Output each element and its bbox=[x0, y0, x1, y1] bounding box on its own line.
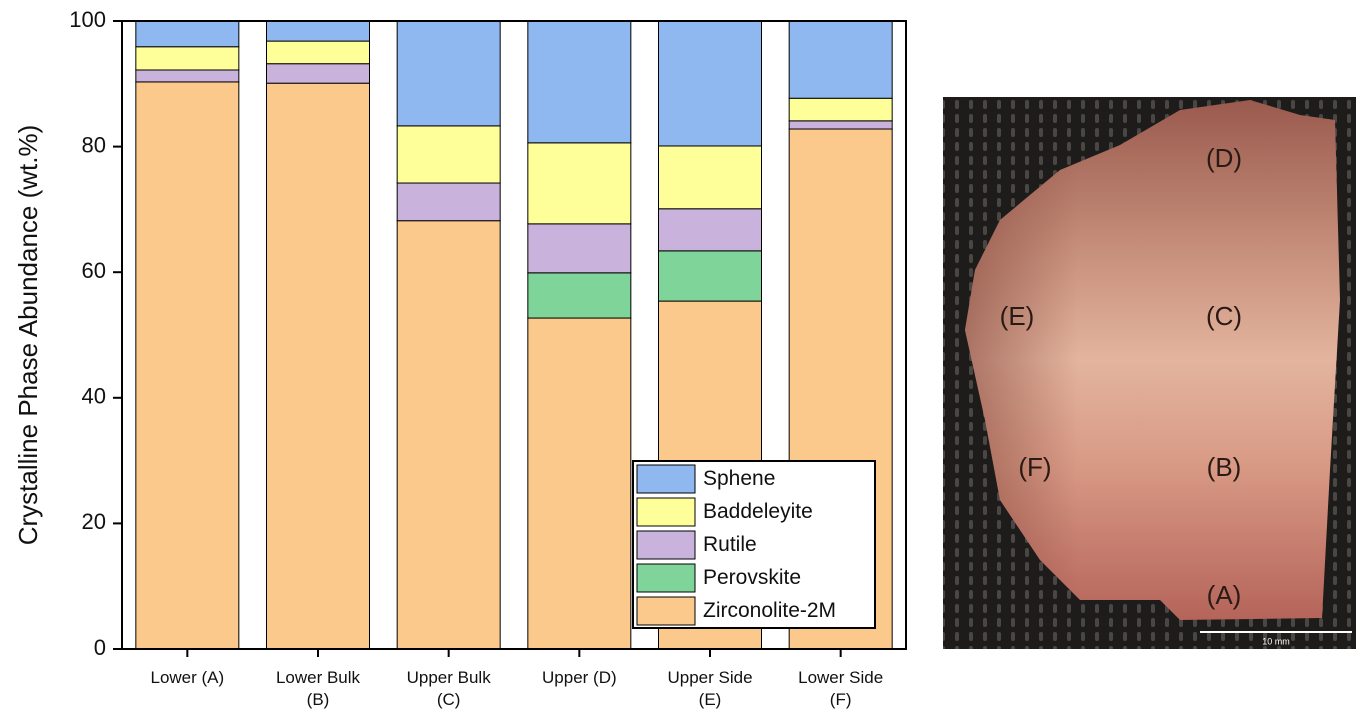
x-tick-label: Lower Side (F) bbox=[776, 667, 906, 711]
bar-segment bbox=[136, 82, 239, 649]
bar-segment bbox=[528, 318, 631, 649]
figure: Crystalline Phase Abundance (wt.%) (D) (… bbox=[0, 0, 1363, 717]
bar-segment bbox=[528, 21, 631, 143]
bar-segment bbox=[397, 221, 500, 649]
x-tick-label: Upper (D) bbox=[514, 667, 644, 689]
region-label: (A) bbox=[1207, 580, 1242, 610]
scale-bar-label: 10 mm bbox=[1262, 636, 1290, 646]
bar-segment bbox=[659, 251, 762, 301]
y-tick-label: 40 bbox=[82, 384, 106, 409]
chart: Crystalline Phase Abundance (wt.%) (D) (… bbox=[0, 0, 1363, 717]
bar-segment bbox=[267, 83, 370, 649]
region-label: (F) bbox=[1018, 452, 1051, 482]
x-tick-label: Upper Side (E) bbox=[645, 667, 775, 711]
bar-segment bbox=[528, 224, 631, 273]
region-label: (D) bbox=[1206, 143, 1242, 173]
bar-segment bbox=[789, 21, 892, 98]
y-axis-label: Crystalline Phase Abundance (wt.%) bbox=[13, 125, 43, 546]
y-tick-label: 100 bbox=[69, 7, 106, 32]
y-tick-label: 20 bbox=[82, 509, 106, 534]
bar-segment bbox=[267, 21, 370, 41]
y-tick-label: 80 bbox=[82, 132, 106, 157]
bar-segment bbox=[136, 70, 239, 82]
legend-swatch bbox=[637, 564, 695, 592]
x-tick-label: Lower Bulk (B) bbox=[253, 667, 383, 711]
bar-segment bbox=[267, 64, 370, 83]
legend-label: Rutile bbox=[703, 533, 757, 556]
legend-swatch bbox=[637, 597, 695, 625]
legend-label: Zirconolite-2M bbox=[703, 599, 836, 622]
bar-segment bbox=[528, 143, 631, 224]
region-label: (C) bbox=[1206, 301, 1242, 331]
bar-segment bbox=[397, 183, 500, 221]
x-tick-label: Lower (A) bbox=[122, 667, 252, 689]
bar-segment bbox=[659, 209, 762, 251]
bar-segment bbox=[397, 21, 500, 126]
bar-segment bbox=[267, 41, 370, 64]
y-tick-label: 0 bbox=[94, 635, 106, 660]
legend-label: Baddeleyite bbox=[703, 500, 813, 523]
region-label: (B) bbox=[1207, 452, 1242, 482]
x-tick-label: Upper Bulk (C) bbox=[384, 667, 514, 711]
bar-segment bbox=[789, 98, 892, 121]
photo: (D) (E) (C) (F) (B) (A) 10 mm bbox=[943, 97, 1356, 649]
bar-segment bbox=[136, 47, 239, 70]
bar-segment bbox=[659, 21, 762, 146]
legend-label: Sphene bbox=[703, 467, 775, 490]
bar-segment bbox=[789, 121, 892, 129]
legend-label: Perovskite bbox=[703, 566, 801, 589]
bar-segment bbox=[136, 21, 239, 47]
legend-swatch bbox=[637, 498, 695, 526]
legend-swatch bbox=[637, 465, 695, 493]
y-tick-label: 60 bbox=[82, 258, 106, 283]
region-label: (E) bbox=[1000, 301, 1035, 331]
legend-swatch bbox=[637, 531, 695, 559]
bar-segment bbox=[528, 273, 631, 318]
bar-segment bbox=[397, 126, 500, 183]
bar-segment bbox=[659, 146, 762, 209]
